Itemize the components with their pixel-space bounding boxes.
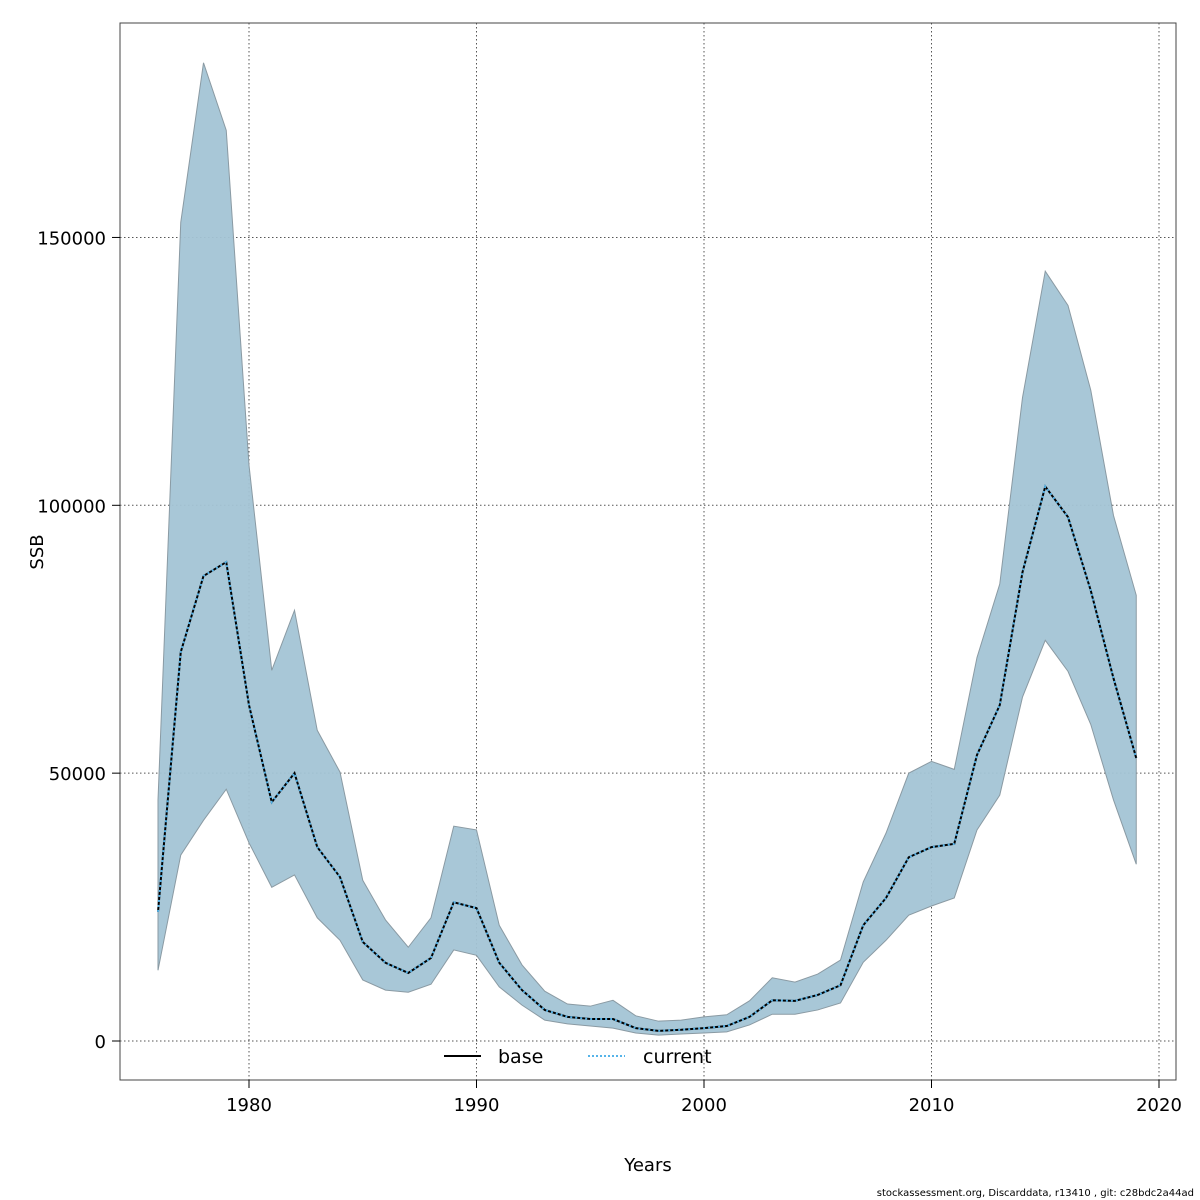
x-tick-label: 2000 (681, 1095, 727, 1116)
y-tick-label: 50000 (49, 764, 106, 785)
y-tick-label: 100000 (37, 496, 106, 517)
plot-frame (119, 22, 1177, 1081)
series-line-current (157, 484, 1138, 1032)
footer-note: stockassessment.org, Discarddata, r13410… (876, 1188, 1194, 1199)
x-tick-label: 1980 (226, 1095, 272, 1116)
legend-label-current: current (643, 1046, 712, 1068)
legend-label-base: base (498, 1046, 543, 1068)
y-tick-label: 150000 (37, 228, 106, 249)
confidence-band (157, 62, 1137, 1036)
y-tick-label: 0 (95, 1032, 106, 1053)
x-axis-label: Years (623, 1155, 672, 1176)
x-tick-label: 2020 (1136, 1095, 1182, 1116)
y-axis-label: SSB (27, 534, 48, 569)
x-tick-label: 2010 (909, 1095, 955, 1116)
x-tick-label: 1990 (454, 1095, 500, 1116)
